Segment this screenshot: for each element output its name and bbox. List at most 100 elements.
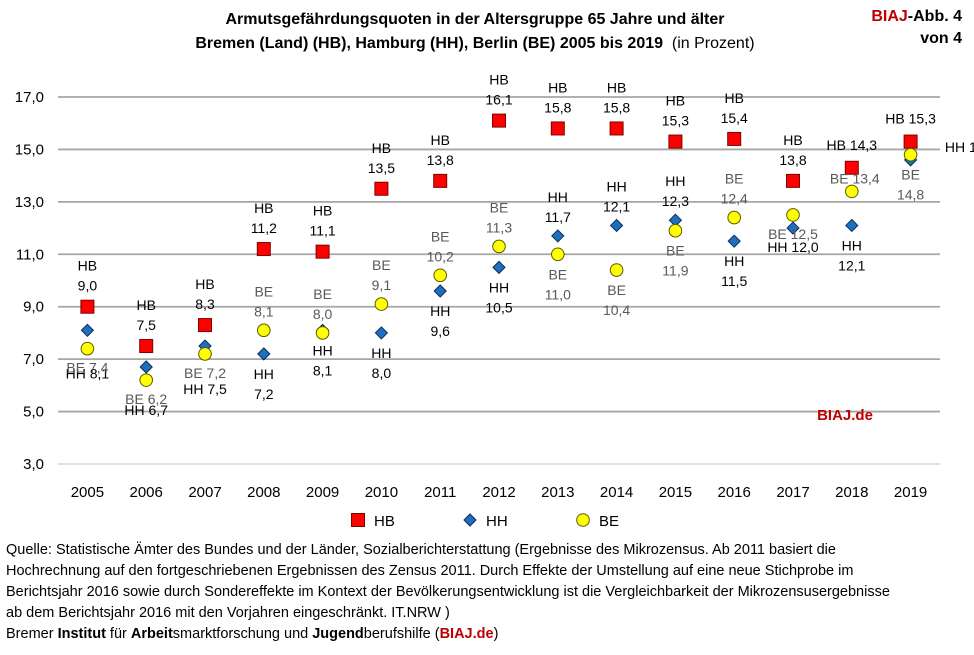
hh-marker — [609, 218, 624, 233]
figure-badge: BIAJ-Abb. 4 von 4 — [871, 6, 962, 50]
hb-data-label: 15,8 — [544, 99, 571, 115]
be-data-label: 11,9 — [662, 263, 688, 279]
badge-of-total: von 4 — [920, 30, 962, 47]
hb-data-label: 13,5 — [368, 160, 395, 176]
hh-marker — [257, 347, 271, 361]
be-data-label: BE 6,2 — [125, 391, 167, 407]
legend-be-label: BE — [599, 513, 619, 530]
be-data-label: 10,2 — [427, 248, 454, 264]
hh-data-label: 9,6 — [430, 323, 450, 339]
hh-marker — [786, 221, 800, 235]
org-brand: BIAJ.de — [439, 626, 494, 642]
hb-data-label: HB — [372, 140, 391, 156]
hh-data-label: HH — [489, 279, 509, 295]
x-tick-label: 2010 — [365, 484, 398, 501]
y-tick-label: 9,0 — [23, 299, 44, 316]
hb-data-label: HB — [430, 132, 449, 148]
be-data-label: BE — [725, 171, 744, 187]
be-data-label: 10,4 — [603, 302, 630, 318]
hh-data-label: HH — [430, 303, 450, 319]
legend-hb-label: HB — [374, 513, 395, 530]
hh-data-label: HH — [254, 366, 274, 382]
hb-marker — [550, 121, 565, 136]
watermark: BIAJ.de — [817, 407, 873, 424]
legend-hh-label: HH — [486, 513, 508, 530]
hb-marker — [80, 299, 95, 314]
hb-data-label: HB 14,3 — [827, 137, 878, 153]
be-data-label: BE — [548, 266, 567, 282]
be-data-label: BE — [607, 282, 626, 298]
hb-marker — [492, 113, 506, 128]
hb-marker — [198, 318, 212, 333]
hh-data-label: 8,0 — [372, 365, 392, 381]
y-tick-label: 7,0 — [23, 351, 44, 368]
hb-marker — [139, 339, 154, 354]
x-tick-label: 2015 — [659, 484, 692, 501]
badge-brand: BIAJ — [871, 8, 908, 25]
hb-marker — [256, 242, 271, 257]
hh-marker — [845, 218, 859, 233]
hh-data-label: HH — [606, 178, 626, 194]
be-data-label: 12,4 — [721, 191, 748, 207]
hb-data-label: HB 15,3 — [885, 111, 936, 127]
org-word: berufshilfe ( — [363, 626, 440, 642]
be-data-label: BE — [431, 228, 450, 244]
hb-data-label: HB — [548, 79, 567, 95]
hb-data-label: 15,4 — [721, 110, 748, 126]
hb-data-label: 15,8 — [603, 99, 630, 115]
hh-marker — [80, 323, 95, 338]
y-tick-label: 11,0 — [16, 246, 44, 263]
hb-data-label: 15,3 — [662, 113, 689, 129]
y-axis-tick-labels: 3,0 5,0 7,0 9,0 11,0 13,0 15,0 17,0 — [15, 89, 44, 473]
org-word: für — [105, 626, 131, 642]
hb-data-label: HB — [783, 132, 802, 148]
source-line-1: Quelle: Statistische Ämter des Bundes un… — [6, 542, 836, 558]
hb-data-label: HB — [136, 297, 155, 313]
be-marker — [80, 341, 95, 356]
x-tick-label: 2006 — [130, 484, 163, 501]
org-word: Bremer — [6, 626, 58, 642]
hh-data-label: HH — [548, 189, 568, 205]
be-marker — [492, 239, 506, 254]
hh-data-label: 8,1 — [313, 362, 333, 378]
be-data-label: 11,0 — [545, 286, 571, 302]
y-tick-label: 5,0 — [23, 404, 44, 421]
x-axis-tick-labels: 2005 2006 2007 2008 2009 2010 2011 2012 2013 2014… — [71, 484, 928, 501]
hb-data-label: 7,5 — [136, 317, 156, 333]
be-data-label: 14,8 — [897, 187, 924, 203]
be-data-label: BE — [901, 167, 920, 183]
scatter-chart: 3,05,07,09,011,013,015,017,0 2005 2006 200… — [15, 72, 974, 530]
org-word: smarktforschung und — [172, 626, 313, 642]
hh-data-label: HH 14,6 — [945, 139, 974, 155]
legend: HB HH BE — [351, 513, 619, 530]
x-tick-label: 2013 — [541, 484, 574, 501]
hh-data-label: HH 6,7 — [124, 402, 168, 418]
be-marker — [845, 184, 859, 199]
hh-data-label: HH — [371, 345, 391, 361]
title-unit: (in Prozent) — [671, 35, 755, 52]
be-marker — [727, 210, 742, 225]
hb-data-label: HB — [78, 258, 97, 274]
source-line-4: ab dem Berichtsjahr 2016 mit den Vorjahr… — [6, 605, 450, 621]
x-tick-label: 2019 — [894, 484, 927, 501]
x-tick-label: 2007 — [188, 484, 221, 501]
y-tick-label: 15,0 — [15, 141, 44, 158]
gridlines — [58, 96, 940, 465]
hh-marker — [374, 326, 389, 340]
x-tick-label: 2005 — [71, 484, 104, 501]
be-data-label: BE 7,2 — [184, 365, 226, 381]
hh-data-label: HH — [312, 342, 332, 358]
be-marker — [551, 247, 565, 262]
be-marker — [433, 268, 448, 283]
x-tick-label: 2017 — [776, 484, 809, 501]
hb-data-label: 11,2 — [251, 220, 277, 236]
hb-data-label: HB — [724, 90, 743, 106]
hb-data-label: HB — [607, 79, 626, 95]
be-data-label: BE — [666, 243, 685, 259]
be-data-label: BE — [490, 199, 509, 215]
hb-data-label: HB — [313, 203, 332, 219]
x-tick-label: 2008 — [247, 484, 280, 501]
be-marker — [786, 208, 800, 222]
be-data-label: 8,0 — [313, 306, 333, 322]
hb-marker — [786, 173, 800, 188]
